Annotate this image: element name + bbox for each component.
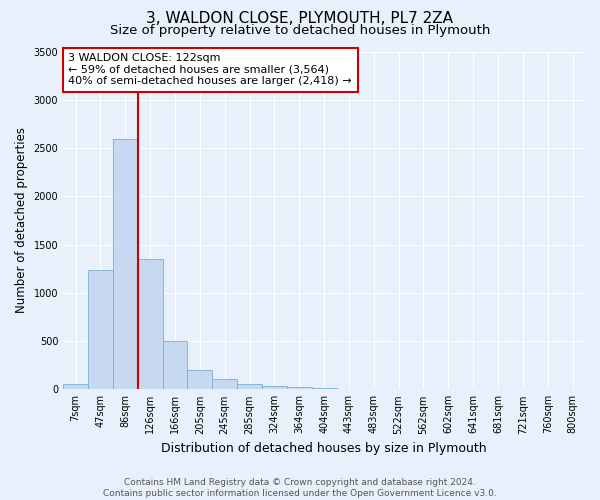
Bar — [311, 388, 337, 390]
Bar — [138, 259, 163, 390]
Y-axis label: Number of detached properties: Number of detached properties — [15, 128, 28, 314]
Text: Size of property relative to detached houses in Plymouth: Size of property relative to detached ho… — [110, 24, 490, 37]
Bar — [63, 384, 88, 390]
Bar — [187, 370, 212, 390]
Bar — [212, 378, 237, 390]
Bar — [163, 341, 187, 390]
Text: Contains HM Land Registry data © Crown copyright and database right 2024.
Contai: Contains HM Land Registry data © Crown c… — [103, 478, 497, 498]
Bar — [262, 386, 287, 390]
Bar — [88, 270, 113, 390]
X-axis label: Distribution of detached houses by size in Plymouth: Distribution of detached houses by size … — [161, 442, 487, 455]
Bar — [287, 388, 311, 390]
Text: 3 WALDON CLOSE: 122sqm
← 59% of detached houses are smaller (3,564)
40% of semi-: 3 WALDON CLOSE: 122sqm ← 59% of detached… — [68, 53, 352, 86]
Text: 3, WALDON CLOSE, PLYMOUTH, PL7 2ZA: 3, WALDON CLOSE, PLYMOUTH, PL7 2ZA — [146, 11, 454, 26]
Bar — [237, 384, 262, 390]
Bar — [113, 140, 138, 390]
